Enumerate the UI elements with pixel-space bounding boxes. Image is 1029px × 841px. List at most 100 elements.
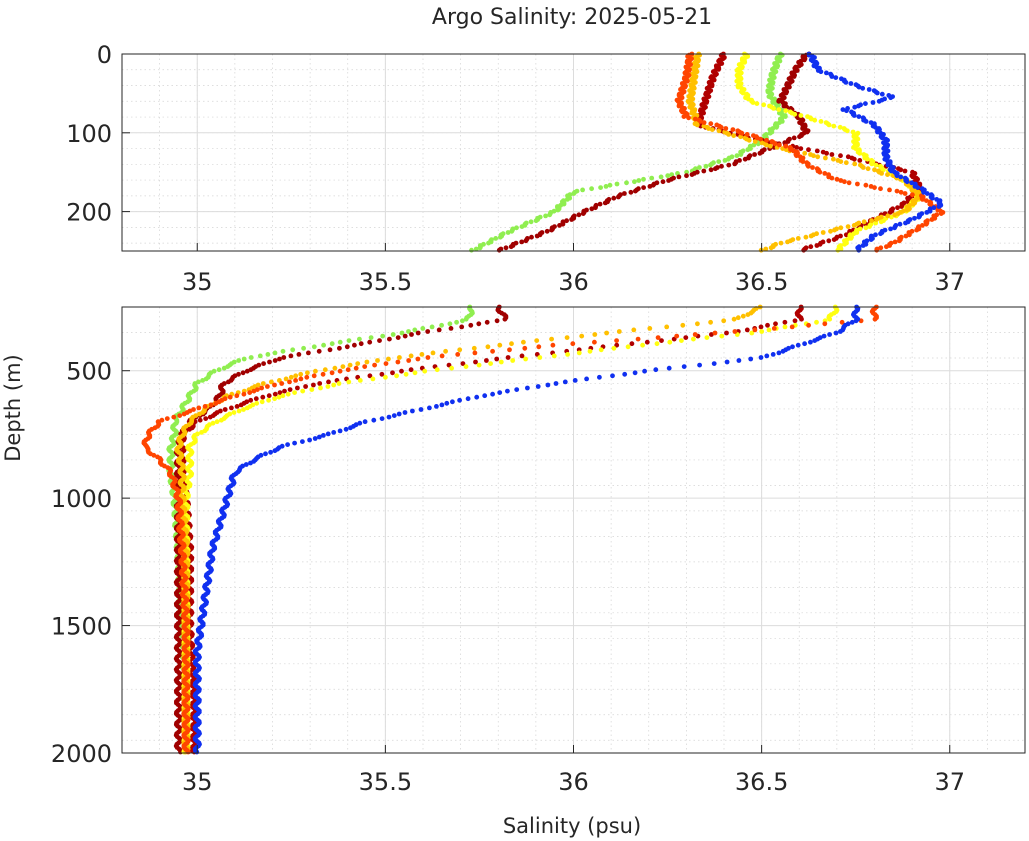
data-point — [409, 332, 414, 337]
data-point — [790, 344, 795, 350]
data-point — [892, 225, 897, 231]
data-point — [502, 316, 508, 322]
data-point — [293, 378, 298, 383]
data-point — [777, 120, 782, 125]
data-point — [263, 451, 268, 457]
data-point — [814, 319, 819, 325]
data-point — [911, 201, 916, 207]
data-point — [920, 223, 925, 228]
data-point — [402, 410, 408, 415]
data-point — [924, 191, 930, 196]
data-point — [340, 364, 346, 369]
data-point — [505, 230, 511, 235]
data-point — [203, 416, 209, 421]
data-point — [307, 437, 312, 443]
data-point — [471, 345, 477, 351]
data-point — [878, 186, 883, 192]
data-point — [208, 402, 214, 408]
data-point — [899, 204, 904, 209]
data-point — [897, 238, 902, 244]
data-point — [888, 226, 893, 232]
data-point — [776, 350, 782, 356]
data-point — [792, 318, 798, 324]
data-point — [759, 329, 765, 334]
data-point — [327, 347, 333, 353]
data-point — [572, 378, 578, 383]
data-point — [494, 356, 500, 362]
data-point — [493, 236, 499, 241]
data-point — [272, 382, 277, 388]
data-point — [587, 348, 593, 354]
data-point — [736, 358, 742, 363]
data-point — [666, 178, 671, 183]
data-point — [851, 223, 857, 228]
data-point — [758, 136, 763, 142]
data-point — [425, 329, 431, 334]
data-point — [708, 121, 714, 127]
data-point — [444, 400, 450, 406]
data-point — [390, 332, 396, 337]
data-point — [459, 324, 465, 330]
data-point — [853, 146, 859, 152]
data-point — [829, 175, 835, 181]
data-point — [832, 227, 837, 233]
data-point — [833, 75, 839, 80]
data-point — [904, 207, 910, 213]
data-point — [842, 241, 847, 247]
data-point — [874, 247, 880, 253]
data-point — [873, 232, 878, 238]
data-point — [872, 185, 877, 191]
data-point — [730, 127, 736, 132]
data-point — [667, 339, 673, 345]
data-point — [703, 163, 709, 169]
data-point — [436, 327, 442, 333]
data-point — [292, 440, 297, 446]
data-point — [311, 373, 317, 379]
data-point — [545, 382, 551, 388]
data-point — [260, 394, 266, 400]
data-point — [321, 342, 326, 348]
data-point — [395, 359, 401, 365]
data-point — [697, 165, 702, 170]
data-point — [845, 154, 851, 160]
data-point — [279, 381, 285, 386]
data-point — [177, 413, 183, 418]
data-point — [399, 330, 405, 336]
data-point — [580, 187, 585, 193]
data-point — [879, 135, 885, 141]
data-point — [367, 373, 373, 379]
data-point — [425, 355, 431, 360]
data-point — [708, 162, 713, 168]
data-point — [496, 247, 502, 253]
data-point — [473, 359, 478, 365]
data-point — [253, 396, 259, 402]
data-point — [337, 368, 343, 374]
data-point — [370, 376, 376, 382]
data-point — [597, 201, 603, 207]
data-point — [357, 336, 362, 342]
data-point — [680, 322, 686, 328]
data-point — [482, 393, 488, 399]
data-point — [238, 402, 244, 408]
data-point — [712, 330, 718, 336]
data-point — [808, 233, 814, 239]
data-point — [879, 171, 884, 176]
data-point — [897, 221, 903, 227]
data-point — [473, 246, 479, 252]
data-point — [765, 322, 770, 328]
data-point — [300, 388, 306, 394]
data-point — [763, 246, 769, 252]
data-point — [379, 416, 385, 421]
y-tick-label: 500 — [66, 358, 112, 386]
data-point — [387, 336, 392, 342]
data-point — [486, 240, 491, 246]
data-point — [277, 356, 282, 362]
upper-panel: 0 100 200 35 35.5 36 36.5 37 — [66, 41, 1026, 296]
data-point — [418, 407, 424, 412]
data-point — [348, 425, 353, 431]
data-point — [298, 376, 304, 382]
data-point — [800, 159, 806, 165]
data-point — [203, 376, 209, 382]
data-point — [701, 168, 707, 174]
data-point — [837, 124, 843, 130]
